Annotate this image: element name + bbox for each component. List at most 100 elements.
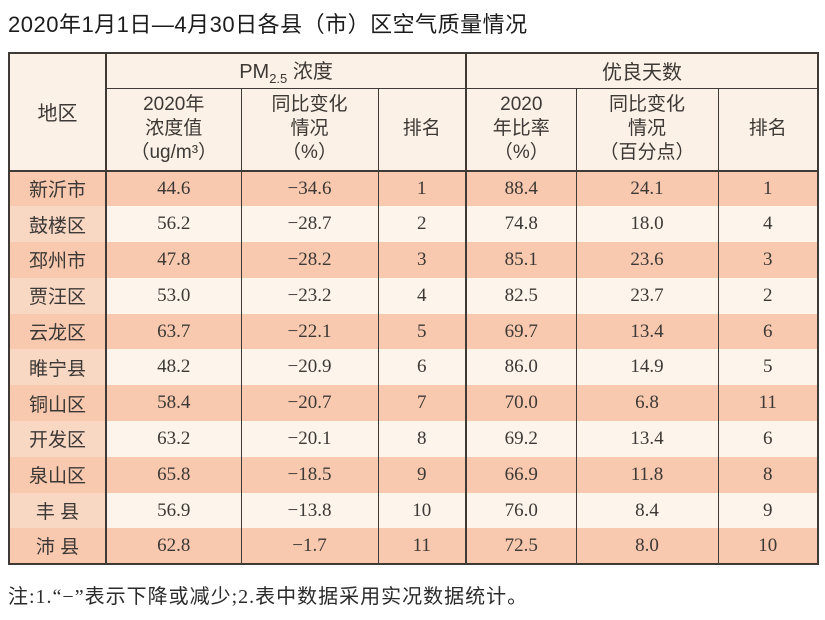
ratio-change-cell: 24.1 <box>575 170 719 207</box>
ratio-rank-cell: 2 <box>717 277 819 314</box>
column-group-good-days: 优良天数 <box>465 52 819 89</box>
ratio-cell: 72.5 <box>465 528 577 565</box>
pm-value-cell: 58.4 <box>105 385 242 422</box>
pm-rank-cell: 2 <box>377 206 468 243</box>
pm-rank-cell: 3 <box>377 242 468 278</box>
ratio-change-cell: 11.8 <box>575 456 719 493</box>
ratio-rank-cell: 1 <box>717 170 819 207</box>
pm-value-cell: 53.0 <box>105 277 242 314</box>
pm25-suffix: 浓度 <box>287 61 333 84</box>
region-cell: 泉山区 <box>8 456 107 493</box>
table-row: 邳州市 47.8 −28.2 3 85.1 23.6 3 <box>8 242 819 278</box>
ratio-cell: 66.9 <box>465 456 577 493</box>
pm-value-cell: 56.9 <box>105 492 242 529</box>
column-header-ratio-rank: 排名 <box>717 88 819 171</box>
table-row: 铜山区 58.4 −20.7 7 70.0 6.8 11 <box>8 385 819 422</box>
pm-change-cell: −13.8 <box>240 492 379 529</box>
ratio-rank-cell: 6 <box>717 313 819 350</box>
pm-change-cell: −28.7 <box>240 206 379 243</box>
ratio-rank-cell: 3 <box>717 242 819 278</box>
air-quality-table: 地区 PM2.5 浓度 优良天数 2020年 浓度值 （ug/m³） 同比变化 … <box>8 51 820 566</box>
footnote: 注:1.“−”表示下降或减少;2.表中数据采用实况数据统计。 <box>8 586 529 609</box>
ratio-cell: 76.0 <box>465 492 577 529</box>
ratio-change-cell: 6.8 <box>575 385 719 422</box>
region-cell: 睢宁县 <box>8 349 107 386</box>
column-header-pm-value: 2020年 浓度值 （ug/m³） <box>105 88 242 171</box>
pm-value-cell: 62.8 <box>105 528 242 565</box>
ratio-change-cell: 13.4 <box>575 421 719 457</box>
pm25-prefix: PM <box>239 61 270 84</box>
ratio-change-cell: 8.4 <box>575 492 719 529</box>
ratio-rank-cell: 6 <box>717 421 819 457</box>
ratio-cell: 82.5 <box>465 277 577 314</box>
header-group-row: 地区 PM2.5 浓度 优良天数 <box>8 52 819 171</box>
table-row: 沛 县 62.8 −1.7 11 72.5 8.0 10 <box>8 528 819 565</box>
ratio-change-cell: 14.9 <box>575 349 719 386</box>
pm-rank-cell: 5 <box>377 313 468 350</box>
region-cell: 新沂市 <box>8 170 107 207</box>
pm-rank-cell: 4 <box>377 277 468 314</box>
pm-value-cell: 65.8 <box>105 456 242 493</box>
table-row: 贾汪区 53.0 −23.2 4 82.5 23.7 2 <box>8 277 819 314</box>
region-cell: 鼓楼区 <box>8 206 107 243</box>
pm-value-cell: 48.2 <box>105 349 242 386</box>
ratio-cell: 85.1 <box>465 242 577 278</box>
pm-change-cell: −20.7 <box>240 385 379 422</box>
pm-rank-cell: 7 <box>377 385 468 422</box>
ratio-rank-cell: 9 <box>717 492 819 529</box>
pm-change-cell: −34.6 <box>240 170 379 207</box>
table-row: 新沂市 44.6 −34.6 1 88.4 24.1 1 <box>8 170 819 207</box>
pm25-subscript: 2.5 <box>269 71 288 87</box>
pm-change-cell: −20.1 <box>240 421 379 457</box>
pm-change-cell: −28.2 <box>240 242 379 278</box>
pm-change-cell: −18.5 <box>240 456 379 493</box>
region-cell: 邳州市 <box>8 242 107 278</box>
table-header: 地区 PM2.5 浓度 优良天数 2020年 浓度值 （ug/m³） 同比变化 … <box>8 52 819 171</box>
pm-value-cell: 44.6 <box>105 170 242 207</box>
ratio-change-cell: 18.0 <box>575 206 719 243</box>
ratio-cell: 69.2 <box>465 421 577 457</box>
ratio-cell: 74.8 <box>465 206 577 243</box>
pm-value-cell: 56.2 <box>105 206 242 243</box>
ratio-change-cell: 23.7 <box>575 277 719 314</box>
ratio-rank-cell: 4 <box>717 206 819 243</box>
region-cell: 沛 县 <box>8 528 107 565</box>
pm-rank-cell: 6 <box>377 349 468 386</box>
column-header-ratio-change: 同比变化 情况 （百分点） <box>575 88 719 171</box>
ratio-change-cell: 8.0 <box>575 528 719 565</box>
pm-rank-cell: 9 <box>377 456 468 493</box>
pm-change-cell: −20.9 <box>240 349 379 386</box>
pm-value-cell: 47.8 <box>105 242 242 278</box>
ratio-cell: 88.4 <box>465 170 577 207</box>
region-cell: 云龙区 <box>8 313 107 350</box>
column-header-ratio: 2020 年比率 （%） <box>465 88 577 171</box>
header-sub-row: 2020年 浓度值 （ug/m³） 同比变化 情况 （%） 排名 2020 年比… <box>9 88 819 171</box>
pm-change-cell: −1.7 <box>240 528 379 565</box>
page-title: 2020年1月1日—4月30日各县（市）区空气质量情况 <box>8 12 528 37</box>
ratio-rank-cell: 11 <box>717 385 819 422</box>
ratio-cell: 86.0 <box>465 349 577 386</box>
ratio-change-cell: 23.6 <box>575 242 719 278</box>
column-header-region: 地区 <box>8 52 107 171</box>
table-row: 丰 县 56.9 −13.8 10 76.0 8.4 9 <box>8 492 819 529</box>
pm-change-cell: −22.1 <box>240 313 379 350</box>
pm-rank-cell: 10 <box>377 492 468 529</box>
table-row: 开发区 63.2 −20.1 8 69.2 13.4 6 <box>8 421 819 457</box>
table-row: 鼓楼区 56.2 −28.7 2 74.8 18.0 4 <box>8 206 819 243</box>
region-cell: 开发区 <box>8 421 107 457</box>
table-row: 泉山区 65.8 −18.5 9 66.9 11.8 8 <box>8 456 819 493</box>
table-row: 睢宁县 48.2 −20.9 6 86.0 14.9 5 <box>8 349 819 386</box>
ratio-cell: 69.7 <box>465 313 577 350</box>
ratio-rank-cell: 5 <box>717 349 819 386</box>
pm-value-cell: 63.7 <box>105 313 242 350</box>
pm-rank-cell: 1 <box>377 170 468 207</box>
region-cell: 铜山区 <box>8 385 107 422</box>
column-header-pm-rank: 排名 <box>377 88 468 171</box>
pm-rank-cell: 8 <box>377 421 468 457</box>
ratio-rank-cell: 8 <box>717 456 819 493</box>
column-header-pm-change: 同比变化 情况 （%） <box>240 88 379 171</box>
ratio-rank-cell: 10 <box>717 528 819 565</box>
table-body: 新沂市 44.6 −34.6 1 88.4 24.1 1 鼓楼区 56.2 −2… <box>8 170 819 565</box>
ratio-change-cell: 13.4 <box>575 313 719 350</box>
pm-change-cell: −23.2 <box>240 277 379 314</box>
